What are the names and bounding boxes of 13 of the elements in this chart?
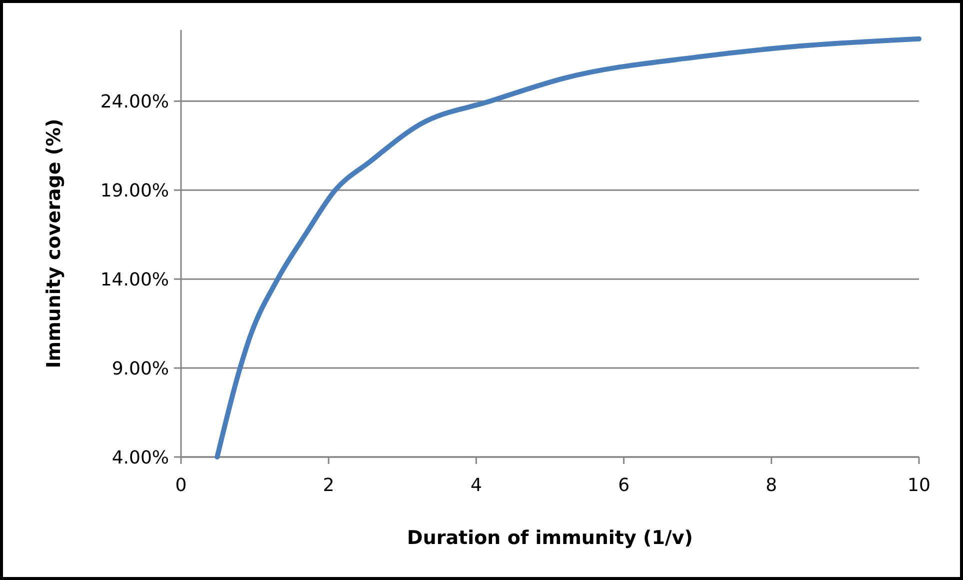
x-tick-label: 8 <box>766 475 778 496</box>
y-axis-title: Immunity coverage (%) <box>43 118 65 368</box>
x-axis-title: Duration of immunity (1/v) <box>407 527 693 549</box>
x-tick-label: 2 <box>322 475 334 496</box>
y-tick-label: 9.00% <box>112 358 169 380</box>
x-tick-label: 0 <box>175 475 187 496</box>
x-tick-label: 4 <box>470 475 482 496</box>
y-tick-label: 4.00% <box>112 447 169 468</box>
y-tick-label: 14.00% <box>100 269 169 290</box>
x-tick-label: 6 <box>618 475 630 496</box>
y-tick-label: 19.00% <box>100 180 169 202</box>
y-tick-label: 24.00% <box>100 91 169 112</box>
x-tick-label: 10 <box>908 475 930 496</box>
